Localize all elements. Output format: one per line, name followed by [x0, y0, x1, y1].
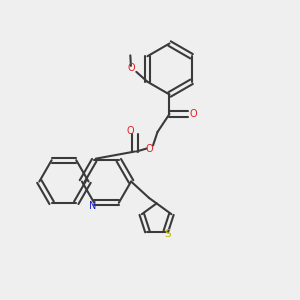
Text: O: O	[145, 143, 153, 154]
Text: N: N	[89, 201, 96, 211]
Text: O: O	[127, 63, 135, 73]
Text: S: S	[164, 229, 171, 239]
Text: O: O	[126, 125, 134, 136]
Text: O: O	[189, 109, 197, 119]
